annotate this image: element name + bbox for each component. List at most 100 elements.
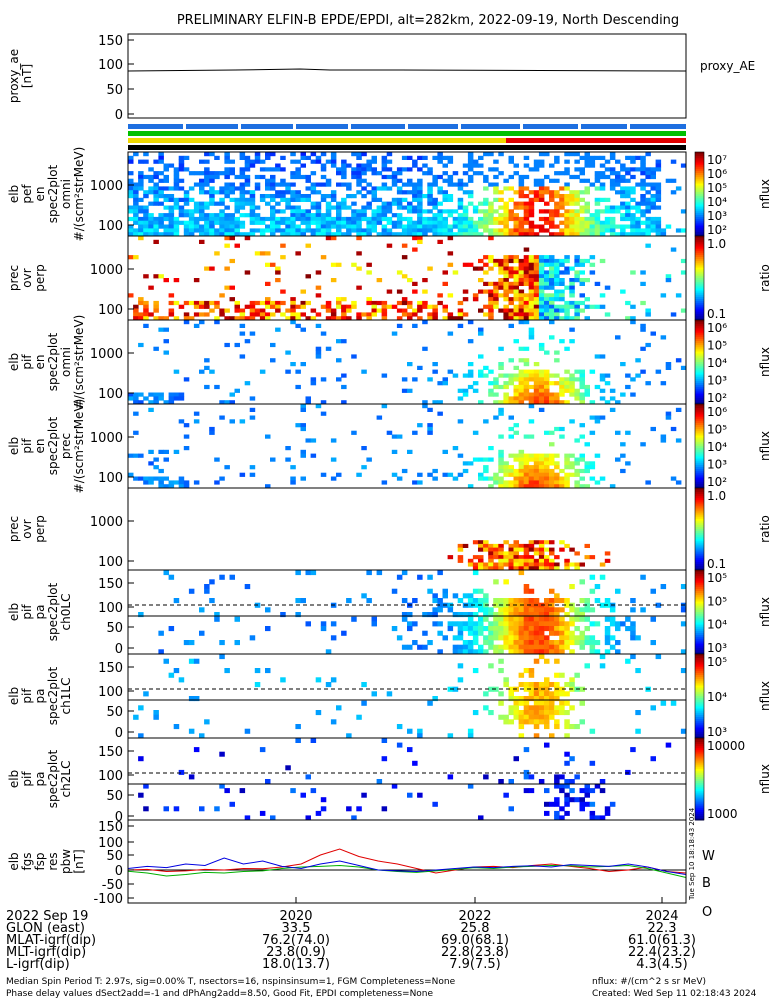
heatmap-cell bbox=[138, 400, 144, 405]
heatmap-cell bbox=[599, 377, 606, 382]
heatmap-cell bbox=[533, 312, 540, 317]
heatmap-cell bbox=[594, 783, 601, 789]
heatmap-cell bbox=[508, 373, 514, 378]
heatmap-cell bbox=[244, 316, 251, 321]
heatmap-cell bbox=[528, 392, 535, 397]
heatmap-cell bbox=[675, 358, 682, 363]
colorbar-cell bbox=[695, 557, 704, 561]
colorbar-cell bbox=[695, 448, 704, 451]
xaxis-row-value: 22.3 bbox=[648, 921, 677, 936]
heatmap-cell bbox=[300, 152, 306, 157]
heatmap-cell bbox=[488, 182, 494, 187]
heatmap-cell bbox=[640, 327, 646, 332]
heatmap-cell bbox=[128, 159, 134, 164]
colorbar-cell bbox=[695, 422, 704, 426]
heatmap-cell bbox=[143, 300, 149, 306]
heatmap-cell bbox=[310, 186, 317, 191]
heatmap-cell bbox=[599, 602, 606, 608]
heatmap-cell bbox=[432, 197, 438, 202]
colorbar-cell bbox=[695, 284, 704, 287]
heatmap-cell bbox=[625, 190, 631, 195]
heatmap-cell bbox=[503, 682, 509, 688]
heatmap-cell bbox=[290, 182, 296, 187]
heatmap-cell bbox=[609, 388, 616, 393]
heatmap-cell bbox=[564, 346, 570, 351]
heatmap-cell bbox=[325, 194, 332, 199]
heatmap-cell bbox=[315, 213, 322, 218]
colorbar-cell bbox=[695, 229, 704, 233]
heatmap-cell bbox=[290, 320, 296, 325]
heatmap-cell bbox=[336, 705, 342, 711]
heatmap-cell bbox=[599, 654, 606, 660]
heatmap-cell bbox=[153, 465, 159, 470]
heatmap-cell bbox=[503, 461, 509, 466]
heatmap-cell bbox=[549, 696, 555, 702]
heatmap-cell bbox=[483, 774, 489, 780]
heatmap-cell bbox=[265, 779, 271, 784]
heatmap-cell bbox=[275, 270, 281, 275]
ylabel-line: prec bbox=[7, 265, 21, 291]
heatmap-cell bbox=[183, 155, 190, 160]
heatmap-cell bbox=[518, 186, 525, 191]
heatmap-cell bbox=[148, 312, 154, 317]
heatmap-cell bbox=[584, 155, 590, 160]
heatmap-cell bbox=[569, 289, 575, 294]
heatmap-cell bbox=[204, 232, 210, 237]
heatmap-cell bbox=[376, 205, 383, 210]
heatmap-cell bbox=[528, 300, 535, 306]
heatmap-cell bbox=[508, 640, 514, 646]
heatmap-cell bbox=[275, 182, 281, 187]
heatmap-cell bbox=[523, 228, 530, 233]
heatmap-cell bbox=[513, 304, 519, 309]
heatmap-cell bbox=[412, 430, 418, 435]
heatmap-cell bbox=[447, 369, 454, 374]
ytick-label: 1000 bbox=[90, 347, 123, 362]
ytick-label: 50 bbox=[106, 621, 123, 636]
heatmap-cell bbox=[300, 220, 306, 225]
heatmap-cell bbox=[579, 205, 585, 210]
heatmap-cell bbox=[462, 209, 469, 214]
heatmap-cell bbox=[330, 205, 337, 210]
heatmap-cell bbox=[158, 316, 164, 321]
heatmap-cell bbox=[315, 346, 322, 351]
heatmap-cell bbox=[528, 547, 535, 552]
heatmap-cell bbox=[528, 258, 535, 264]
heatmap-cell bbox=[391, 472, 398, 477]
heatmap-cell bbox=[381, 213, 388, 218]
heatmap-cell bbox=[549, 190, 555, 195]
heatmap-cell bbox=[630, 626, 636, 632]
heatmap-cell bbox=[219, 213, 225, 218]
heatmap-cell bbox=[508, 558, 514, 563]
heatmap-cell bbox=[533, 640, 540, 646]
heatmap-cell bbox=[315, 270, 322, 275]
heatmap-cell bbox=[544, 468, 550, 474]
heatmap-cell bbox=[427, 266, 433, 271]
heatmap-cell bbox=[513, 228, 519, 233]
heatmap-cell bbox=[437, 607, 443, 613]
heatmap-cell bbox=[508, 155, 514, 160]
heatmap-cell bbox=[508, 186, 514, 191]
colorbar-cell bbox=[695, 704, 704, 707]
heatmap-cell bbox=[559, 213, 565, 218]
heatmap-cell bbox=[503, 579, 509, 585]
colorbar-cell bbox=[695, 570, 704, 573]
heatmap-cell bbox=[594, 640, 601, 646]
heatmap-cell bbox=[133, 220, 139, 225]
heatmap-cell bbox=[569, 190, 575, 195]
status-bars bbox=[128, 124, 686, 150]
heatmap-cell bbox=[635, 220, 641, 225]
colorbar-cell bbox=[695, 353, 704, 357]
heatmap-cell bbox=[371, 197, 377, 202]
panel-p2-content bbox=[128, 236, 687, 321]
heatmap-cell bbox=[518, 733, 525, 739]
heatmap-cell bbox=[351, 300, 357, 306]
heatmap-cell bbox=[472, 621, 479, 627]
heatmap-cell bbox=[320, 216, 327, 222]
heatmap-cell bbox=[599, 396, 606, 401]
heatmap-cell bbox=[381, 480, 388, 485]
heatmap-cell bbox=[635, 167, 641, 172]
ylabel-line: en bbox=[33, 355, 47, 370]
heatmap-cell bbox=[224, 400, 230, 405]
heatmap-cell bbox=[265, 178, 271, 183]
heatmap-cell bbox=[254, 159, 261, 164]
